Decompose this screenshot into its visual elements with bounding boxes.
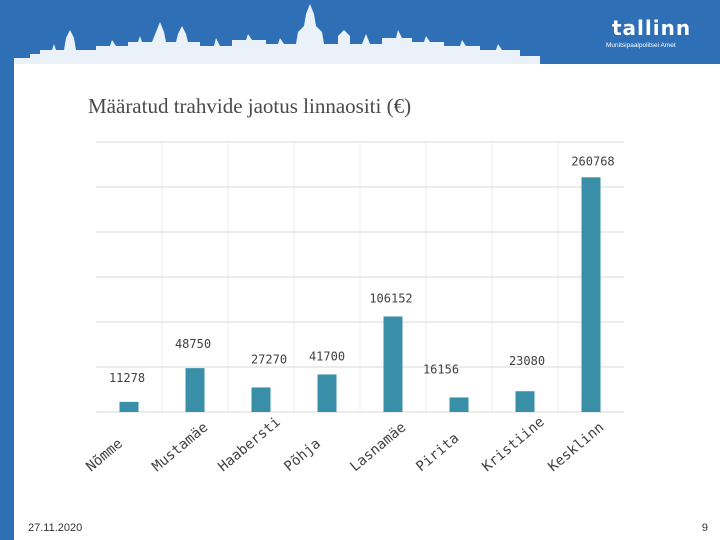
left-accent-bar — [0, 64, 14, 540]
data-label: 23080 — [509, 354, 545, 368]
logo-wordmark: tallinn — [612, 16, 692, 40]
data-label: 16156 — [423, 362, 459, 376]
bar-pirita — [449, 397, 469, 412]
bar-haabersti — [251, 387, 271, 412]
category-label: Kesklinn — [545, 419, 607, 475]
category-label: Pirita — [413, 430, 462, 475]
category-label: Mustamäe — [149, 419, 211, 475]
bar-lasnamäe — [383, 316, 403, 412]
header-banner: tallinn Munitsipaalpolitsei Amet — [0, 0, 720, 64]
category-label: Lasnamäe — [347, 419, 409, 475]
category-label: Haabersti — [215, 414, 283, 475]
bar-kristiine — [515, 391, 535, 412]
category-label: Kristiine — [479, 414, 547, 475]
bar-kesklinn — [581, 177, 601, 412]
data-label: 41700 — [309, 349, 345, 363]
slide-title: Määratud trahvide jaotus linnaositi (€) — [88, 94, 412, 118]
page-number: 9 — [701, 522, 708, 534]
tallinn-logo: tallinn Munitsipaalpolitsei Amet — [606, 16, 702, 54]
category-label: Põhja — [281, 436, 324, 475]
bar-põhja — [317, 374, 337, 412]
category-label: Nõmme — [83, 436, 126, 475]
bar-nõmme — [119, 401, 139, 412]
data-label: 48750 — [175, 337, 211, 351]
bar-mustamäe — [185, 368, 205, 412]
logo-subtitle: Munitsipaalpolitsei Amet — [606, 42, 676, 49]
tallinn-skyline-graphic — [14, 4, 540, 64]
data-label: 27270 — [251, 352, 287, 366]
data-label: 11278 — [109, 371, 145, 385]
data-label: 260768 — [571, 154, 614, 168]
footer-date: 27.11.2020 — [28, 522, 83, 534]
data-label: 106152 — [369, 291, 412, 305]
